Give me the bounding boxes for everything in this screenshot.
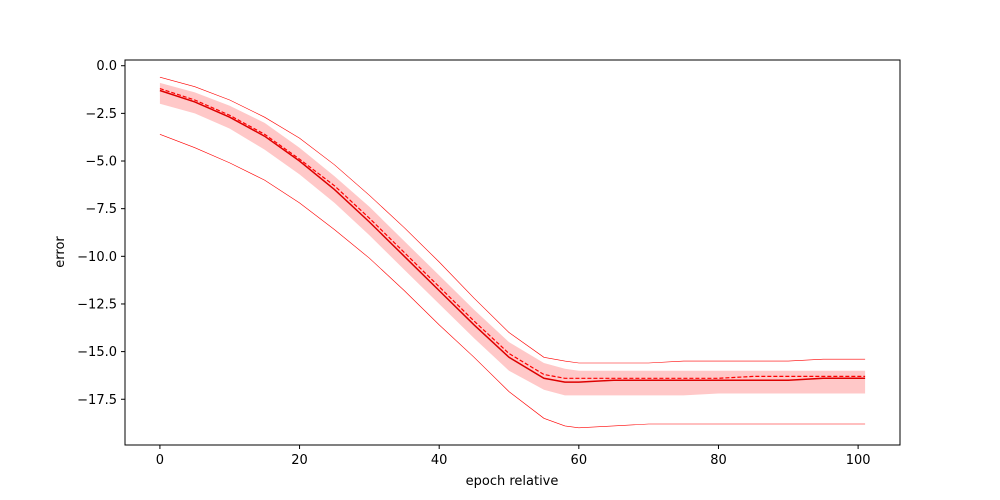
x-axis-label: epoch relative	[466, 474, 559, 489]
y-tick-label: −10.0	[77, 250, 117, 265]
thin-line-2	[159, 134, 866, 429]
y-tick-label: −12.5	[77, 297, 117, 312]
x-tick-label: 40	[431, 453, 448, 468]
x-tick-label: 100	[846, 453, 871, 468]
y-axis-label: error	[53, 236, 68, 268]
band-area	[159, 82, 866, 396]
ticks-layer: 0 20 40 60 80 100 0.0 −2.5 −5.0 −7.5 −10.0 −12.5 −15…	[77, 59, 870, 468]
y-tick-label: −17.5	[77, 393, 117, 408]
plot-layer	[159, 76, 866, 429]
solid-line	[159, 89, 866, 383]
x-tick-label: 60	[571, 453, 588, 468]
x-tick-label: 20	[291, 453, 308, 468]
y-tick-label: −7.5	[85, 202, 117, 217]
y-tick-label: −2.5	[85, 107, 117, 122]
x-tick-label: 0	[156, 453, 164, 468]
y-tick-label: 0.0	[96, 59, 117, 74]
x-tick-label: 80	[710, 453, 727, 468]
y-tick-label: −15.0	[77, 345, 117, 360]
thin-line-1	[159, 76, 866, 364]
plot-frame	[124, 59, 901, 446]
y-tick-label: −5.0	[85, 155, 117, 170]
dashed-line	[159, 88, 866, 379]
